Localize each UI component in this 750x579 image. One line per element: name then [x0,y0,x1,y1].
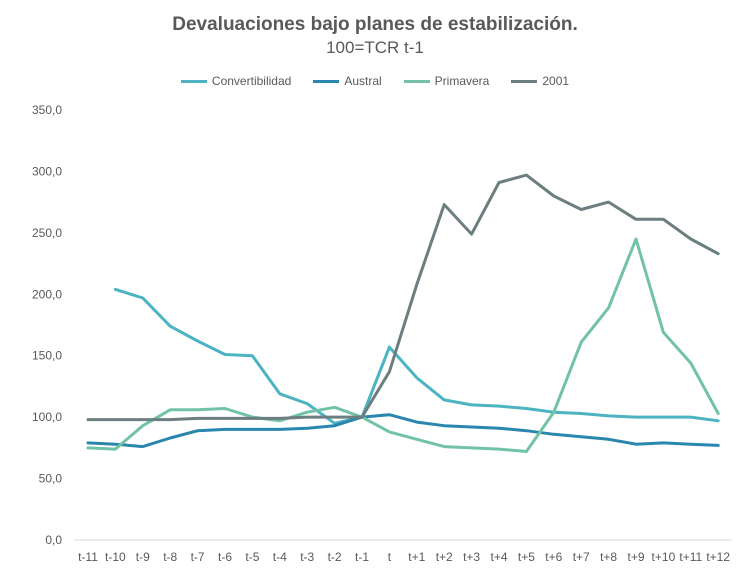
x-tick-label: t-8 [163,550,177,564]
x-tick-label: t+10 [652,550,676,564]
x-tick-label: t-9 [136,550,150,564]
x-tick-label: t-10 [105,550,126,564]
legend-swatch [313,79,340,83]
y-tick-label: 0,0 [45,533,62,547]
x-tick-label: t+1 [408,550,425,564]
x-tick-label: t-5 [245,550,259,564]
x-tick-label: t+7 [573,550,590,564]
series-line-primavera [86,237,720,453]
y-tick-label: 150,0 [32,349,62,363]
legend-label: 2001 [542,74,570,88]
x-tick-label: t+2 [436,550,453,564]
legend-label: Primavera [434,74,490,88]
legend-item-primavera: Primavera [403,74,490,88]
y-tick-label: 300,0 [32,164,62,178]
legend-item-2001: 2001 [511,74,569,88]
series-line-2001 [86,173,720,422]
y-tick-label: 250,0 [32,226,62,240]
x-tick-label: t-7 [191,550,205,564]
y-tick-label: 100,0 [32,410,62,424]
chart-legend: Convertibilidad Austral Primavera 2001 [0,74,750,88]
series-line-austral [86,413,720,449]
x-tick-label: t-6 [218,550,232,564]
chart-title: Devaluaciones bajo planes de estabilizac… [172,14,578,35]
x-tick-label: t+5 [518,550,535,564]
chart-subtitle: 100=TCR t-1 [326,38,424,57]
x-tick-label: t-11 [78,550,98,564]
y-tick-label: 350,0 [32,103,62,117]
x-tick-label: t-3 [300,550,314,564]
x-tick-label: t+11 [679,550,702,564]
x-tick-label: t+4 [490,550,507,564]
legend-swatch [180,79,207,83]
x-tick-label: t+9 [627,550,644,564]
y-tick-label: 200,0 [32,287,62,301]
legend-item-convertibilidad: Convertibilidad [180,74,292,88]
legend-label: Convertibilidad [211,74,292,88]
legend-swatch [403,79,430,83]
series-line-convertibilidad [113,287,720,425]
x-tick-label: t+6 [545,550,562,564]
legend-item-austral: Austral [313,74,382,88]
x-tick-label: t+12 [706,550,730,564]
legend-swatch [511,79,538,83]
x-tick-label: t+8 [600,550,617,564]
x-tick-label: t-2 [328,550,342,564]
x-tick-label: t [388,550,392,564]
x-tick-label: t-4 [273,550,287,564]
y-tick-label: 50,0 [39,472,63,486]
x-tick-label: t+3 [463,550,480,564]
x-tick-label: t-1 [355,550,369,564]
legend-label: Austral [344,74,382,88]
